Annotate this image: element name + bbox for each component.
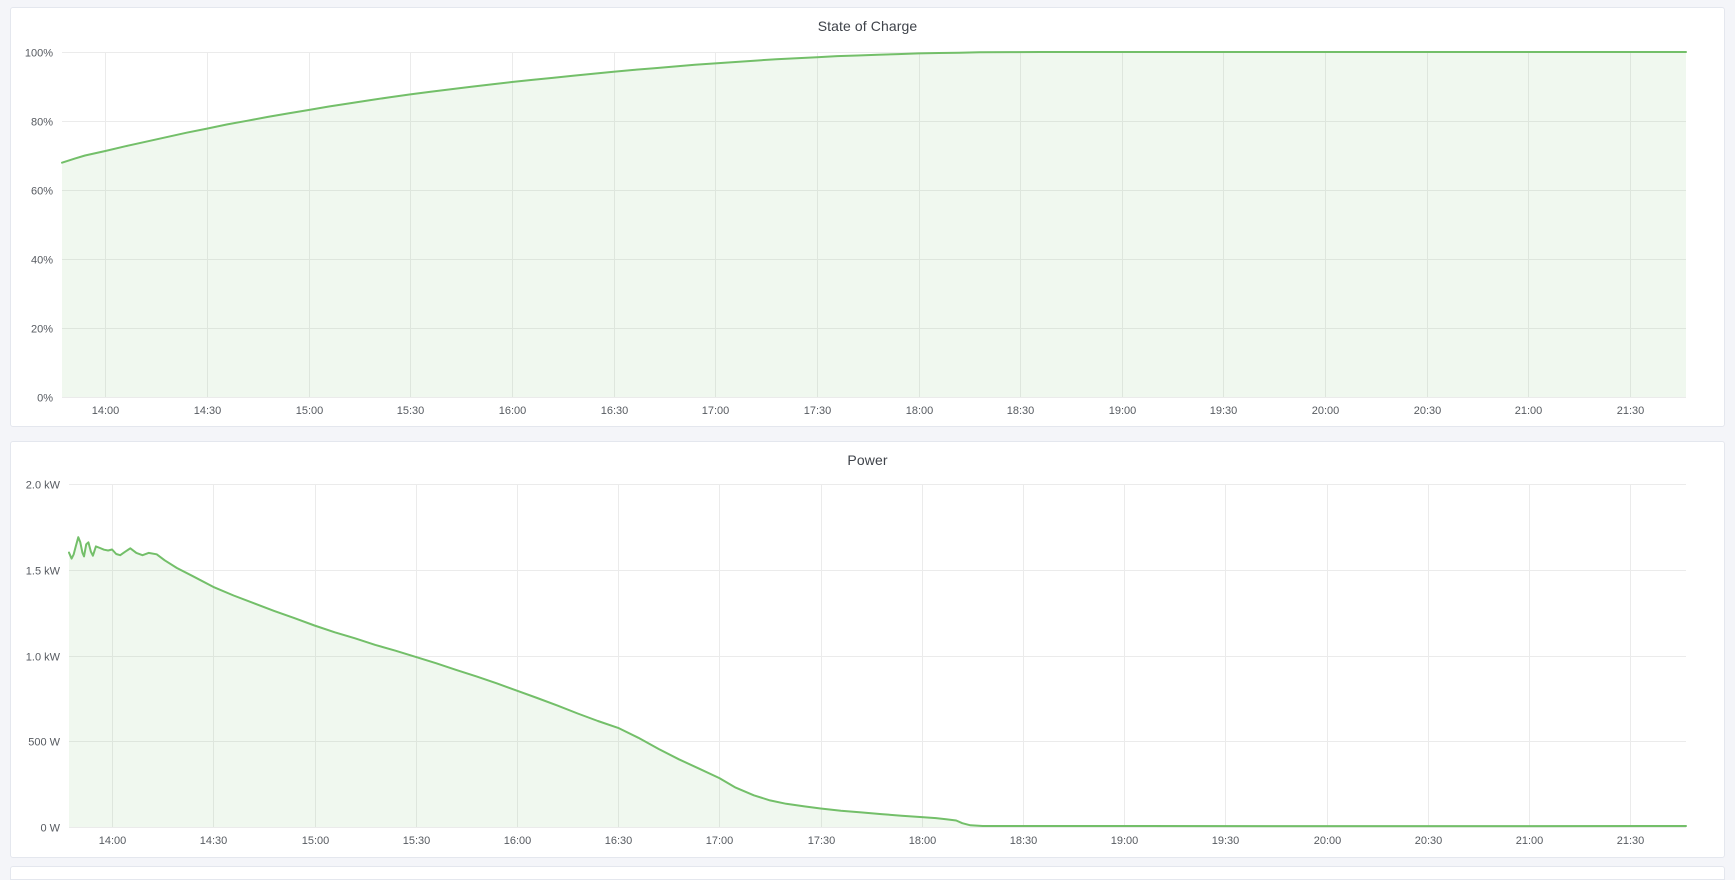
svg-text:15:00: 15:00	[302, 835, 330, 847]
svg-text:20%: 20%	[31, 324, 53, 336]
panel-state-of-charge: State of Charge 0% 20% 40% 60% 80% 100% 14:00 1…	[10, 7, 1725, 427]
next-panel-top-edge	[10, 866, 1725, 880]
svg-text:15:30: 15:30	[403, 835, 431, 847]
svg-text:14:30: 14:30	[194, 405, 222, 417]
svg-text:14:30: 14:30	[200, 835, 228, 847]
svg-text:1.0 kW: 1.0 kW	[26, 652, 61, 664]
svg-text:17:00: 17:00	[702, 405, 730, 417]
svg-text:0 W: 0 W	[40, 823, 60, 835]
svg-text:17:00: 17:00	[706, 835, 734, 847]
svg-text:17:30: 17:30	[804, 405, 832, 417]
panel-title-state-of-charge[interactable]: State of Charge	[817, 18, 918, 34]
svg-text:18:00: 18:00	[909, 835, 937, 847]
svg-text:19:00: 19:00	[1111, 835, 1139, 847]
svg-text:19:30: 19:30	[1210, 405, 1238, 417]
svg-text:16:00: 16:00	[499, 405, 527, 417]
svg-text:21:00: 21:00	[1516, 835, 1544, 847]
svg-text:14:00: 14:00	[92, 405, 120, 417]
svg-text:21:00: 21:00	[1515, 405, 1543, 417]
svg-text:40%: 40%	[31, 255, 53, 267]
panel-power: Power 0 W 500 W 1.0 kW 1.5 kW 2.0 kW 14:00 14:…	[10, 441, 1725, 858]
svg-text:20:00: 20:00	[1314, 835, 1342, 847]
panel-title-power[interactable]: Power	[847, 452, 888, 468]
svg-text:500 W: 500 W	[28, 737, 60, 749]
svg-text:20:30: 20:30	[1414, 405, 1442, 417]
svg-text:21:30: 21:30	[1617, 405, 1645, 417]
svg-text:20:00: 20:00	[1312, 405, 1340, 417]
svg-text:15:00: 15:00	[296, 405, 324, 417]
state-of-charge-chart[interactable]: 0% 20% 40% 60% 80% 100% 14:00 14:30 15:00 15:30 16…	[11, 44, 1724, 426]
svg-text:1.5 kW: 1.5 kW	[26, 566, 61, 578]
svg-text:18:00: 18:00	[906, 405, 934, 417]
svg-text:60%: 60%	[31, 186, 53, 198]
svg-text:2.0 kW: 2.0 kW	[26, 480, 61, 492]
svg-text:18:30: 18:30	[1007, 405, 1035, 417]
svg-text:80%: 80%	[31, 117, 53, 129]
svg-text:18:30: 18:30	[1010, 835, 1038, 847]
svg-text:17:30: 17:30	[808, 835, 836, 847]
svg-text:19:30: 19:30	[1212, 835, 1240, 847]
chart-canvas[interactable]: 0 W 500 W 1.0 kW 1.5 kW 2.0 kW 14:00 14:30 15:0…	[11, 478, 1724, 857]
svg-text:16:30: 16:30	[605, 835, 633, 847]
svg-text:0%: 0%	[37, 393, 53, 405]
svg-text:14:00: 14:00	[99, 835, 127, 847]
svg-text:21:30: 21:30	[1617, 835, 1645, 847]
svg-text:20:30: 20:30	[1415, 835, 1443, 847]
chart-canvas[interactable]: 0% 20% 40% 60% 80% 100% 14:00 14:30 15:00 15:30 16…	[11, 44, 1724, 426]
svg-text:100%: 100%	[25, 48, 53, 60]
power-chart[interactable]: 0 W 500 W 1.0 kW 1.5 kW 2.0 kW 14:00 14:30 15:0…	[11, 478, 1724, 857]
svg-text:16:00: 16:00	[504, 835, 532, 847]
svg-text:15:30: 15:30	[397, 405, 425, 417]
svg-text:16:30: 16:30	[601, 405, 629, 417]
svg-text:19:00: 19:00	[1109, 405, 1137, 417]
